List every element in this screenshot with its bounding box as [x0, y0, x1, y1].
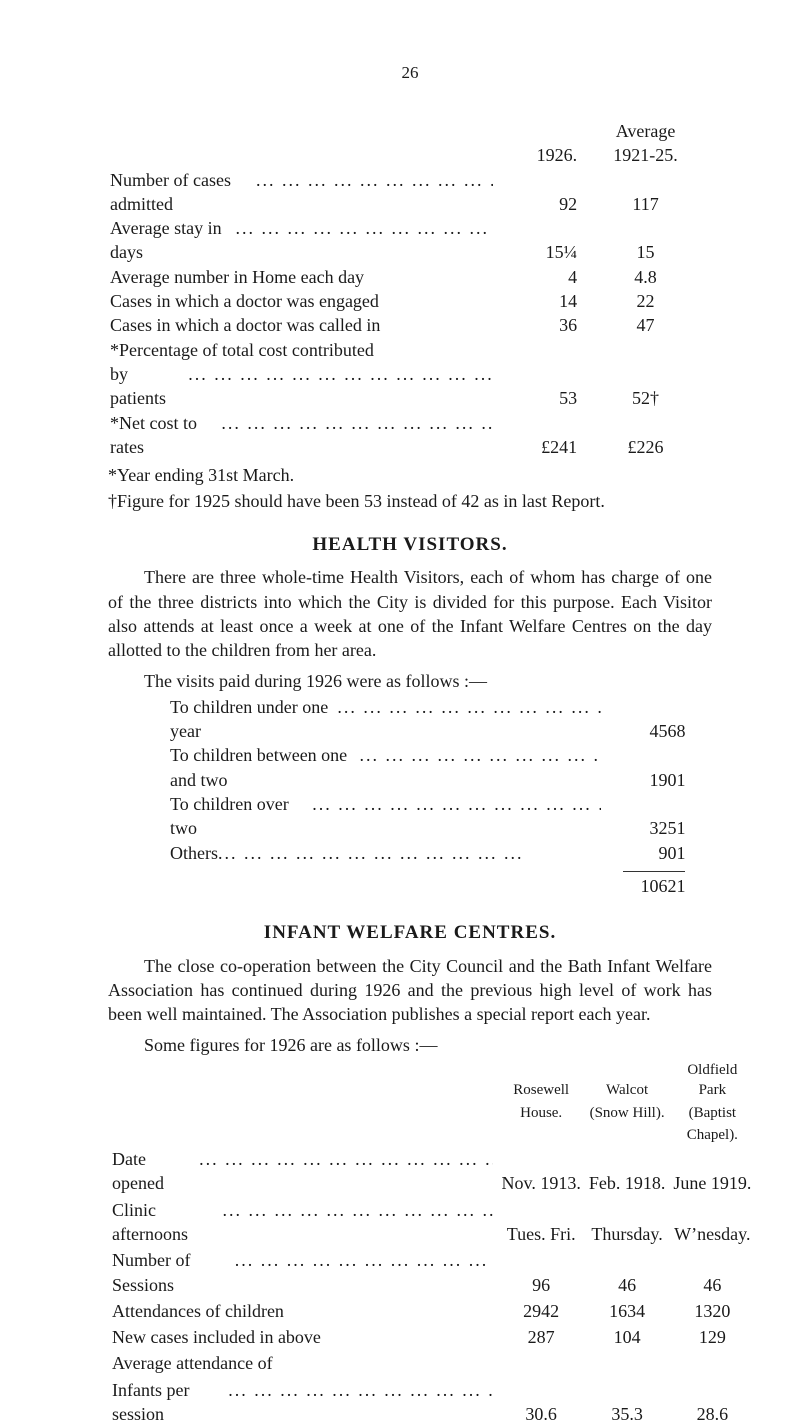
stat-label: *Percentage of total cost contributed	[108, 338, 495, 362]
stat-1926: 36	[495, 313, 580, 337]
stat-label: Cases in which a doctor was engaged	[108, 289, 495, 313]
col-oldfield-mid: (Baptist	[669, 1102, 755, 1124]
figure-oldfield: W’nesday.	[669, 1197, 755, 1248]
figure-walcot	[585, 1350, 670, 1376]
figure-label: Clinic afternoons	[108, 1197, 497, 1248]
figure-oldfield: June 1919.	[669, 1146, 755, 1197]
figure-label: New cases included in above	[108, 1324, 497, 1350]
stat-label: Cases in which a doctor was called in	[108, 313, 495, 337]
col-rosewell-bot: House.	[497, 1102, 584, 1124]
col-walcot-top: Walcot	[585, 1059, 670, 1102]
visit-label: To children between one and two	[168, 743, 603, 792]
footnote-star: *Year ending 31st March.	[108, 463, 712, 487]
stat-1926: 53	[495, 362, 580, 411]
visit-value: 901	[603, 841, 687, 865]
stat-1921-25: 52†	[579, 362, 712, 411]
stat-label: *Net cost to rates	[108, 411, 495, 460]
figure-label: Number of Sessions	[108, 1247, 497, 1298]
figure-oldfield: 129	[669, 1324, 755, 1350]
admissions-table: Average 1926. 1921-25. Number of cases a…	[108, 119, 712, 459]
stat-1926: 15¼	[495, 216, 580, 265]
figure-oldfield: 28.6	[669, 1377, 755, 1427]
visit-value: 4568	[603, 695, 687, 744]
figure-rosewell: Tues. Fri.	[497, 1197, 584, 1248]
stat-1921-25: 117	[579, 168, 712, 217]
stat-1926: 14	[495, 289, 580, 313]
figure-walcot: 104	[585, 1324, 670, 1350]
visit-label: To children over two	[168, 792, 603, 841]
figure-oldfield	[669, 1350, 755, 1376]
stat-1921-25	[579, 338, 712, 362]
stat-1921-25: 47	[579, 313, 712, 337]
infant-welfare-para: The close co-operation between the City …	[108, 954, 712, 1027]
col-1926: 1926.	[495, 143, 580, 167]
health-visitors-para: There are three whole-time Health Visito…	[108, 565, 712, 662]
stat-1921-25: 4.8	[579, 265, 712, 289]
figure-label: Attendances of children	[108, 1298, 497, 1324]
visit-value: 3251	[603, 792, 687, 841]
stat-1926: £241	[495, 411, 580, 460]
col-oldfield-top: Oldfield Park	[669, 1059, 755, 1102]
figure-oldfield: 1320	[669, 1298, 755, 1324]
visit-label: Others	[168, 841, 603, 865]
col-rosewell-top: Rosewell	[497, 1059, 584, 1102]
figure-walcot: Feb. 1918.	[585, 1146, 670, 1197]
figure-rosewell: 30.6	[497, 1377, 584, 1427]
visit-value: 1901	[603, 743, 687, 792]
figure-walcot: 35.3	[585, 1377, 670, 1427]
footnote-dagger: †Figure for 1925 should have been 53 ins…	[108, 489, 712, 513]
stat-1926: 4	[495, 265, 580, 289]
stat-1926: 92	[495, 168, 580, 217]
visit-label: To children under one year	[168, 695, 603, 744]
figure-rosewell: 2942	[497, 1298, 584, 1324]
page-number: 26	[108, 62, 712, 85]
stat-label: by patients	[108, 362, 495, 411]
figure-rosewell	[497, 1350, 584, 1376]
infant-welfare-heading: INFANT WELFARE CENTRES.	[108, 920, 712, 946]
stat-1921-25: 22	[579, 289, 712, 313]
figures-table: Rosewell Walcot Oldfield Park House. (Sn…	[108, 1059, 755, 1427]
figure-rosewell: 287	[497, 1324, 584, 1350]
stat-1921-25: £226	[579, 411, 712, 460]
figure-label: Date opened	[108, 1146, 497, 1197]
figure-oldfield: 46	[669, 1247, 755, 1298]
stat-1926	[495, 338, 580, 362]
figure-label: Average attendance of	[108, 1350, 497, 1376]
stat-label: Average number in Home each day	[108, 265, 495, 289]
col-walcot-bot: (Snow Hill).	[585, 1102, 670, 1124]
figure-walcot: 46	[585, 1247, 670, 1298]
figure-rosewell: 96	[497, 1247, 584, 1298]
stat-label: Average stay in days	[108, 216, 495, 265]
stat-1921-25: 15	[579, 216, 712, 265]
figure-rosewell: Nov. 1913.	[497, 1146, 584, 1197]
figure-walcot: Thursday.	[585, 1197, 670, 1248]
visits-total: 10621	[623, 871, 685, 898]
col-oldfield-bot: Chapel).	[669, 1124, 755, 1146]
figure-walcot: 1634	[585, 1298, 670, 1324]
health-visitors-heading: HEALTH VISITORS.	[108, 532, 712, 558]
avg-header-top: Average	[579, 119, 712, 143]
visits-intro: The visits paid during 1926 were as foll…	[108, 669, 712, 693]
col-1921-25: 1921-25.	[579, 143, 712, 167]
visits-table: To children under one year4568To childre…	[168, 695, 687, 898]
figures-intro: Some figures for 1926 are as follows :—	[108, 1033, 712, 1057]
figure-label: Infants per session	[108, 1377, 497, 1427]
stat-label: Number of cases admitted	[108, 168, 495, 217]
